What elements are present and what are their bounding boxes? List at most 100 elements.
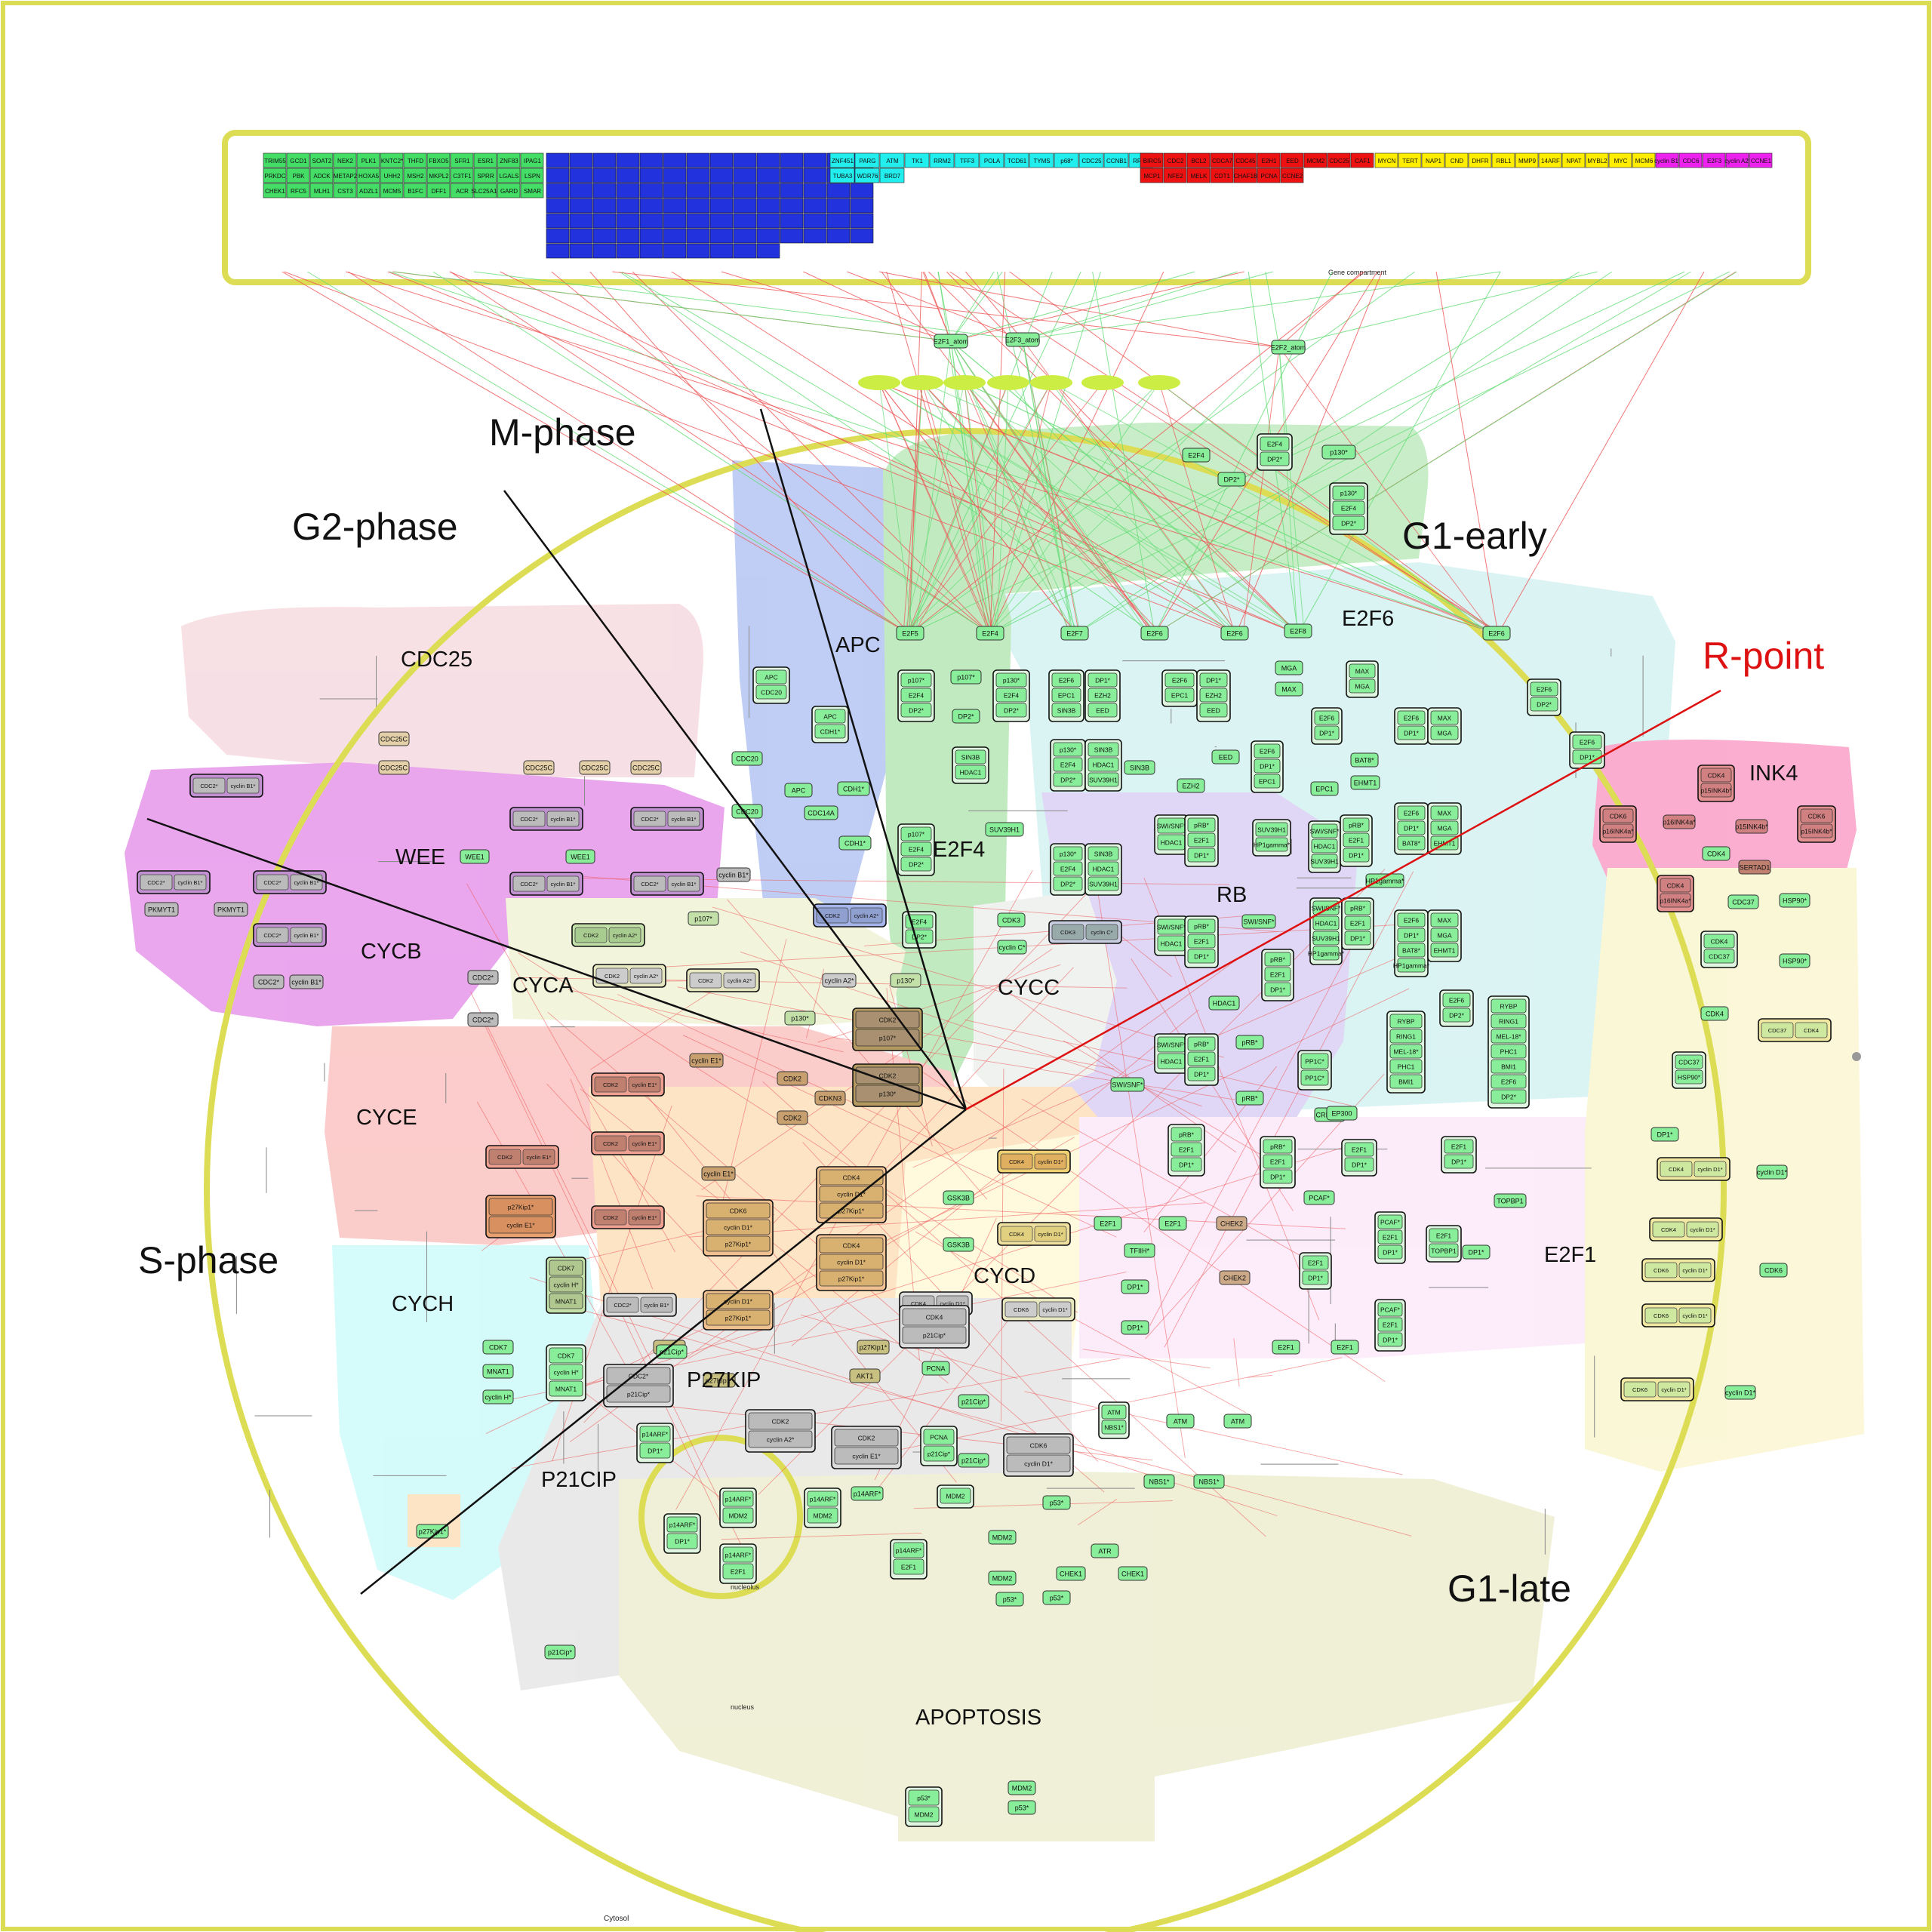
complex-swisnf-hdac1-suv39h1[interactable]: SWI/SNF* HDAC1 SUV39H1 [1308,820,1341,873]
complex-p130-e2f4-dp2[interactable]: p130* E2F4 DP2* [1050,843,1086,896]
node-e2f1[interactable]: E2F1 [1331,1340,1359,1355]
node-p21cip[interactable]: p21Cip* [958,1394,989,1409]
complex-atm-nbs1[interactable]: ATM NBS1* [1098,1401,1130,1439]
complex-cdk2-cyclin-a2[interactable]: CDK2 cyclin A2* [571,923,645,947]
node-pkmyt1[interactable]: PKMYT1 [214,902,248,917]
complex-cdk2-cyclin-e1[interactable]: CDK2 cyclin E1* [485,1145,559,1169]
complex-e2f4-dp2[interactable]: E2F4 DP2* [902,911,937,949]
node-hsp90[interactable]: HSP90* [1779,953,1810,968]
node-dp2[interactable]: DP2* [1217,472,1246,487]
complex-cdk4-cyclin-d1[interactable]: CDK4 cyclin D1* [997,1149,1071,1174]
node-ezh2[interactable]: EZH2 [1177,778,1205,793]
node-wee1[interactable]: WEE1 [565,849,595,864]
node-cyclin-h[interactable]: cyclin H* [482,1389,514,1404]
node-p53[interactable]: p53* [995,1592,1024,1607]
complex-cdk4-cyclin-d1[interactable]: CDK4 cyclin D1* [997,1222,1071,1246]
node-bat8[interactable]: BAT8* [1350,752,1379,768]
node-cdh1[interactable]: CDH1* [837,781,870,796]
node-cdc2[interactable]: CDC2* [467,970,499,985]
node-e2f3-atom[interactable]: E2F3_atom [1005,332,1041,347]
node-atm[interactable]: ATM [1166,1414,1195,1429]
node-p16ink4a[interactable]: p16INK4a* [1663,814,1696,829]
node-e2f6[interactable]: E2F6 [1220,626,1249,641]
node-e2f4[interactable]: E2F4 [976,626,1004,641]
complex-swisnf-hdac1[interactable]: SWI/SNF* HDAC1 [1154,814,1189,855]
complex-cdk6-cyclin-d1[interactable]: CDK6 cyclin D1* [1620,1377,1694,1401]
complex-cdk2-cyclin-a2[interactable]: CDK2 cyclin A2* [745,1409,816,1453]
node-cdk2[interactable]: CDK2 [777,1110,808,1125]
node-p107[interactable]: p107* [950,669,982,685]
node-e2f6[interactable]: E2F6 [1140,626,1169,641]
node-chek1[interactable]: CHEK1 [1118,1566,1148,1581]
complex-cdk6-cyclin-d1[interactable]: CDK6 cyclin D1* [1001,1297,1075,1321]
node-cdk2[interactable]: CDK2 [777,1071,808,1086]
complex-pcaf-e2f1-dp1[interactable]: PCAF* E2F1 DP1* [1374,1299,1406,1352]
node-dp1[interactable]: DP1* [1462,1244,1491,1260]
complex-apc-cdh1[interactable]: APC CDH1* [811,706,849,743]
node-e2f5[interactable]: E2F5 [896,626,924,641]
complex-pcna-p21cip[interactable]: PCNA p21Cip* [920,1426,958,1466]
complex-cdc2-cyclin-b1[interactable]: CDC2* cyclin B1* [509,807,583,831]
node-p130[interactable]: p130* [1321,445,1356,460]
node-cyclin-e1[interactable]: cyclin E1* [689,1053,724,1068]
complex-swisnf-hdac1[interactable]: SWI/SNF* HDAC1 [1154,915,1189,956]
complex-cdc2-cyclin-b1[interactable]: CDC2* cyclin B1* [253,923,327,947]
complex-cdc2-cyclin-b1[interactable]: CDC2* cyclin B1* [509,872,583,896]
node-cyclin-b1[interactable]: cyclin B1* [716,867,751,882]
complex-cdk4-p21cip[interactable]: CDK4 p21Cip* [899,1305,970,1349]
node-cyclin-a2[interactable]: cyclin A2* [822,973,857,988]
complex-p130-e2f4-dp2[interactable]: p130* E2F4 DP2* [992,669,1030,722]
complex-cdk6-cyclin-d1[interactable]: CDK6 cyclin D1* [1003,1433,1074,1477]
complex-prb-e2f1-dp1[interactable]: pRB* E2F1 DP1* [1260,1136,1296,1189]
node-ehmt1[interactable]: EHMT1 [1350,775,1380,790]
node-mnat1[interactable]: MNAT1 [482,1364,514,1379]
complex-cdc37-cdk4[interactable]: CDC37 CDK4 [1758,1018,1832,1042]
node-cdk7[interactable]: CDK7 [482,1340,514,1355]
complex-cdk2-cyclin-e1[interactable]: CDK2 cyclin E1* [591,1131,665,1155]
complex-suv39h1-hp1gamma[interactable]: SUV39H1 HP1gamma* [1252,819,1291,857]
node-gsk3b[interactable]: GSK3B [943,1190,974,1205]
node-p21cip[interactable]: p21Cip* [544,1644,576,1660]
node-hsp90[interactable]: HSP90* [1779,893,1810,908]
complex-cdk4-p15ink4b[interactable]: CDK4 p15INK4b* [1697,764,1735,802]
node-cdc25c[interactable]: CDC25C [378,760,410,775]
node-atm[interactable]: ATM [1223,1414,1252,1429]
node-atr[interactable]: ATR [1091,1543,1119,1558]
complex-e2f6-dp2[interactable]: E2F6 DP2* [1439,989,1474,1027]
node-mdm2[interactable]: MDM2 [988,1530,1017,1545]
node-swisnf[interactable]: SWI/SNF* [1110,1077,1145,1092]
node-e2f2-atom[interactable]: E2F2_atom [1271,340,1306,355]
node-apc[interactable]: APC [784,783,813,798]
node-cdc37[interactable]: CDC37 [1727,894,1759,909]
node-cdc14a[interactable]: CDC14A [804,805,838,820]
complex-prb-e2f1-dp1[interactable]: pRB* E2F1 DP1* [1340,814,1373,867]
node-nbs1[interactable]: NBS1* [1143,1474,1175,1489]
node-dp1[interactable]: DP1* [1651,1127,1679,1142]
node-cyclin-c[interactable]: cyclin C* [997,940,1027,955]
node-cdk4[interactable]: CDK4 [1700,1006,1729,1021]
node-e2f1-atom[interactable]: E2F1_atom [934,334,969,349]
complex-cdc2-cyclin-b1[interactable]: CDC2* cyclin B1* [630,807,704,831]
complex-cdk2-p107[interactable]: CDK2 p107* [852,1008,923,1051]
complex-prb-e2f1-dp1[interactable]: pRB* E2F1 DP1* [1184,1033,1219,1086]
complex-prb-e2f1-dp1[interactable]: pRB* E2F1 DP1* [1341,897,1374,950]
node-dp1[interactable]: DP1* [1121,1320,1149,1335]
complex-prb-e2f1-dp1[interactable]: pRB* E2F1 DP1* [1184,814,1219,867]
node-mdm2[interactable]: MDM2 [1008,1780,1036,1795]
complex-prb-e2f1-dp1[interactable]: pRB* E2F1 DP1* [1168,1124,1205,1177]
node-p21cip[interactable]: p21Cip* [656,1344,688,1359]
node-chek2[interactable]: CHEK2 [1216,1216,1247,1231]
node-sin3b[interactable]: SIN3B [1124,760,1155,775]
node-pkmyt1[interactable]: PKMYT1 [144,902,179,917]
complex-p53-mdm2[interactable]: p53* MDM2 [905,1786,943,1827]
complex-e2f1-dp1[interactable]: E2F1 DP1* [1341,1139,1377,1177]
complex-e2f6-dp1-epc1[interactable]: E2F6 DP1* EPC1 [1251,740,1284,793]
complex-cdk4-cyclin-d1-p27kip1[interactable]: CDK4 cyclin D1* p27Kip1* [816,1234,887,1291]
node-prb[interactable]: pRB* [1235,1091,1264,1106]
complex-max-mga[interactable]: MAX MGA [1346,660,1379,698]
complex-cdk4-cyclin-d1[interactable]: CDK4 cyclin D1* [1649,1217,1723,1241]
complex-p14arf-mdm2[interactable]: p14ARF* MDM2 [804,1487,841,1528]
node-p21cip[interactable]: p21Cip* [958,1453,989,1468]
complex-p130-e2f4-dp2[interactable]: p130* E2F4 DP2* [1050,739,1086,792]
